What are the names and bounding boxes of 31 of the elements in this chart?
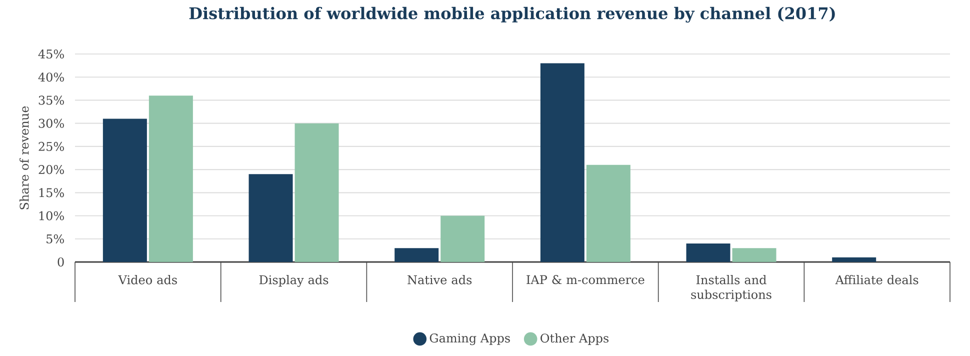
bar <box>832 257 876 262</box>
y-tick-label: 5% <box>46 234 64 244</box>
y-tick-label: 10% <box>39 211 64 220</box>
x-tick-label: Display ads <box>259 275 328 287</box>
x-tick-label: IAP & m-commerce <box>526 275 644 284</box>
bar <box>440 216 485 262</box>
y-tick-label: 0 <box>58 257 64 267</box>
chart-title: Distribution of worldwide mobile application revenue by channel (2017) <box>189 6 835 23</box>
bar <box>102 118 147 262</box>
y-tick-label: 35% <box>38 96 64 105</box>
bar <box>148 96 193 262</box>
bar <box>394 248 439 262</box>
legend-label: Gaming Apps <box>430 333 510 346</box>
bar <box>248 174 293 262</box>
bar <box>540 63 584 262</box>
x-tick-label: Installs and subscriptions <box>691 275 772 302</box>
bar <box>686 244 730 262</box>
y-tick-label: 25% <box>38 142 64 151</box>
x-tick-label: Native ads <box>408 275 472 284</box>
y-tick-label: 15% <box>39 188 64 198</box>
y-tick-label: 45% <box>38 49 64 59</box>
x-tick-label: Video ads <box>118 275 177 284</box>
x-tick-label: Affiliate deals <box>835 275 918 284</box>
bar <box>732 248 776 262</box>
bar <box>294 123 339 262</box>
legend-label: Other Apps <box>540 333 609 345</box>
y-tick-label: 20% <box>38 165 64 174</box>
y-axis-title: Share of revenue <box>20 106 29 210</box>
bar <box>586 164 630 262</box>
y-tick-label: 40% <box>38 72 64 82</box>
y-tick-label: 30% <box>38 118 64 128</box>
